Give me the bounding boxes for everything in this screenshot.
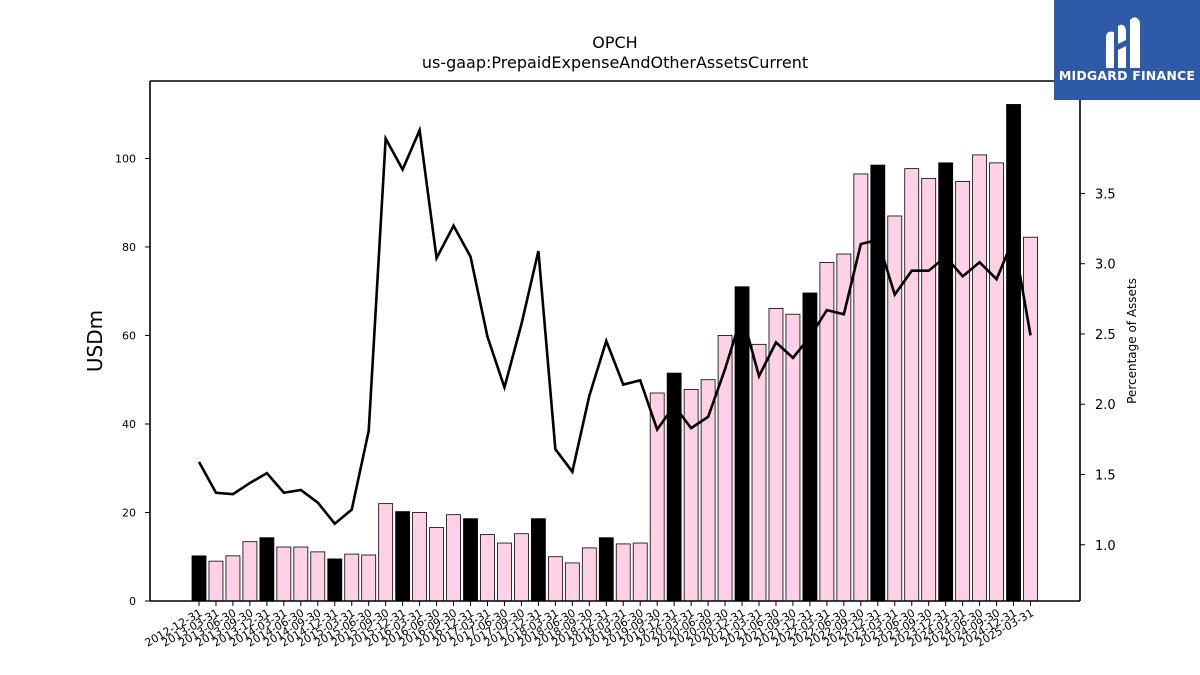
logo-text: MIDGARD FINANCE [1058,68,1196,83]
chart-title: OPCH [592,33,637,52]
bar-2015-12-31 [395,511,411,602]
bar-2016-09-30 [446,514,461,602]
bar-2017-12-31 [531,518,546,602]
y2-axis-label: Percentage of Assets [1125,278,1139,404]
y2-tick-label: 3.5 [1095,187,1116,202]
bar-2023-12-31 [938,162,954,602]
bar-2025-03-31 [1023,236,1038,602]
y2-tick-label: 3.0 [1095,258,1116,273]
y2-tick-label: 1.5 [1095,469,1116,484]
y-axis-label: USDm [83,310,107,372]
bar-2017-06-30 [497,542,512,602]
chart-subtitle: us-gaap:PrepaidExpenseAndOtherAssetsCurr… [422,53,808,72]
y-tick-label: 0 [129,595,136,608]
bar-2016-12-31 [463,518,478,602]
bar-2013-06-30 [225,555,241,602]
bar-2013-12-31 [259,537,275,602]
bar-2021-12-31 [802,292,818,602]
y-tick-label: 40 [122,418,136,431]
bar-2019-06-30 [632,542,648,602]
bar-2014-12-31 [327,558,343,602]
bar-2018-06-30 [564,562,580,602]
line-series [197,125,1032,526]
y2-tick-label: 2.5 [1095,328,1116,343]
y-tick-label: 20 [122,506,136,519]
bar-2022-12-31 [870,164,886,602]
bar-2024-12-31 [1006,104,1021,602]
bar-2018-12-31 [598,537,614,602]
bar-2019-03-31 [615,543,631,602]
bar-2023-09-30 [921,177,937,602]
bar-2024-09-30 [989,162,1004,602]
logo: MIDGARD FINANCE [1054,0,1200,100]
y2-tick-label: 1.0 [1095,539,1116,554]
bar-2013-03-31 [208,560,224,602]
bar-2022-06-30 [836,253,852,602]
bar-2014-06-30 [293,546,309,602]
bar-2023-03-31 [887,215,903,602]
midgard-logo-icon [1106,17,1140,69]
bar-series [191,104,1038,602]
bar-2020-06-30 [700,379,716,602]
bar-2024-06-30 [972,154,988,602]
bar-2015-06-30 [361,554,377,602]
y-tick-label: 60 [122,329,136,342]
bar-2018-03-31 [547,556,563,602]
y-tick-label: 100 [115,152,136,165]
bar-2024-03-31 [955,181,971,602]
bar-2014-09-30 [310,551,326,602]
bar-2023-06-30 [904,168,920,602]
bar-2017-03-31 [480,534,495,602]
bar-2020-09-30 [717,335,733,602]
bar-2012-12-31 [191,555,207,602]
y-tick-label: 80 [122,241,136,254]
y2-tick-label: 2.0 [1095,398,1116,413]
bar-2022-03-31 [819,262,835,602]
bar-2016-03-31 [412,512,428,602]
bar-2014-03-31 [276,546,292,602]
bar-2015-09-30 [378,503,394,602]
bar-2021-03-31 [751,343,767,602]
bar-2022-09-30 [853,173,869,602]
bar-2017-09-30 [514,533,529,602]
bar-2018-09-30 [581,547,597,602]
bar-2015-03-31 [344,553,360,602]
bar-2016-06-30 [429,527,444,602]
bar-2013-09-30 [242,541,258,602]
percentage-line [197,125,1032,526]
